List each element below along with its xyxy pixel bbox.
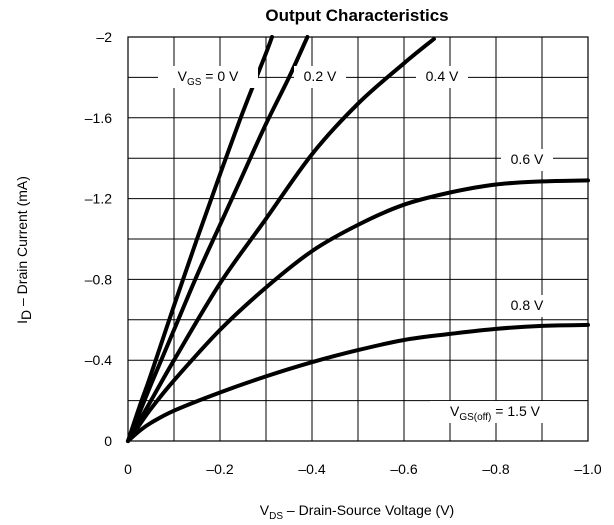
curve-labels: VGS = 0 V 0.2 V 0.4 V 0.6 V 0.8 V VGS(off) = …	[158, 66, 560, 423]
x-tick-label: –1.0	[574, 461, 601, 477]
x-tick-label: –0.8	[482, 461, 509, 477]
curve-label-vgs-off: VGS(off) = 1.5 V	[450, 403, 541, 423]
curve-label-vgs-0v: VGS = 0 V	[178, 68, 239, 88]
curve-label-vgs-off-bg	[430, 401, 560, 423]
y-axis-label: ID – Drain Current (mA)	[14, 176, 34, 324]
series-line	[126, 178, 590, 443]
y-tick-label: –0.8	[85, 271, 112, 287]
x-axis-label-rest: – Drain-Source Voltage (V)	[283, 502, 454, 518]
curve-label-0.8v: 0.8 V	[511, 297, 544, 313]
series-line	[126, 37, 436, 443]
x-tick-label: –0.2	[206, 461, 233, 477]
y-tick-label: 0	[104, 433, 112, 449]
y-tick-label: –1.2	[85, 191, 112, 207]
x-axis-label-sub: DS	[269, 511, 283, 522]
curve-label-0.2v: 0.2 V	[304, 68, 337, 84]
y-axis-label-rest: – Drain Current (mA)	[14, 176, 30, 310]
series-line	[126, 322, 590, 443]
x-axis-label-main: V	[260, 502, 270, 518]
curve-label-vgs-0v-bg	[158, 66, 258, 88]
curve-label-0.2v-bg	[294, 66, 346, 88]
plot-frame	[127, 36, 589, 442]
x-tick-label: 0	[124, 461, 132, 477]
curve-label-0.4v: 0.4 V	[426, 68, 459, 84]
curve-label-0.6v: 0.6 V	[511, 151, 544, 167]
curves	[126, 35, 590, 443]
curve-label-0.4v-bg	[416, 66, 468, 88]
x-axis-label: VDS – Drain-Source Voltage (V)	[260, 502, 454, 522]
x-tick-label: –0.4	[298, 461, 325, 477]
ticks: 0 –0.2 –0.4 –0.6 –0.8 –1.0 0 –0.4 –0.8 –1.2 –1.6 –2	[85, 29, 602, 477]
curve-label-0.8v-bg	[501, 295, 553, 317]
grid	[128, 37, 588, 441]
series-line	[126, 35, 274, 443]
chart-title: Output Characteristics	[265, 6, 448, 25]
curve-label-0.6v-bg	[501, 149, 553, 171]
y-tick-label: –0.4	[85, 352, 112, 368]
x-tick-label: –0.6	[390, 461, 417, 477]
y-tick-label: –2	[96, 29, 112, 45]
series-line	[126, 35, 310, 443]
y-axis-label-main: I	[14, 320, 30, 324]
y-axis-label-sub: D	[18, 310, 34, 320]
y-tick-label: –1.6	[85, 110, 112, 126]
